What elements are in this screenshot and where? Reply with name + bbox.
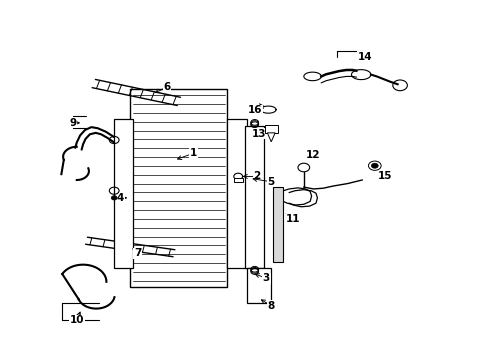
Polygon shape [264,125,277,133]
Circle shape [111,196,117,200]
Text: 7: 7 [134,248,141,258]
Text: 9: 9 [70,118,77,128]
Polygon shape [245,126,264,267]
Text: 10: 10 [69,315,84,325]
Polygon shape [272,187,283,262]
Polygon shape [130,89,227,287]
Text: 1: 1 [189,148,197,158]
Circle shape [371,163,377,168]
Polygon shape [233,178,242,182]
Polygon shape [114,119,132,267]
Text: 12: 12 [305,150,319,160]
Text: 4: 4 [117,193,124,203]
Text: 14: 14 [357,52,372,62]
Text: 2: 2 [252,171,260,181]
Text: 11: 11 [285,214,300,224]
Text: 16: 16 [247,105,262,115]
Polygon shape [267,133,275,142]
Text: 8: 8 [267,301,274,311]
Text: 3: 3 [262,273,269,283]
Polygon shape [246,267,271,303]
Text: 13: 13 [251,129,266,139]
Text: 5: 5 [267,177,274,187]
Polygon shape [227,119,246,267]
Text: 15: 15 [378,171,392,181]
Text: 6: 6 [163,82,170,92]
